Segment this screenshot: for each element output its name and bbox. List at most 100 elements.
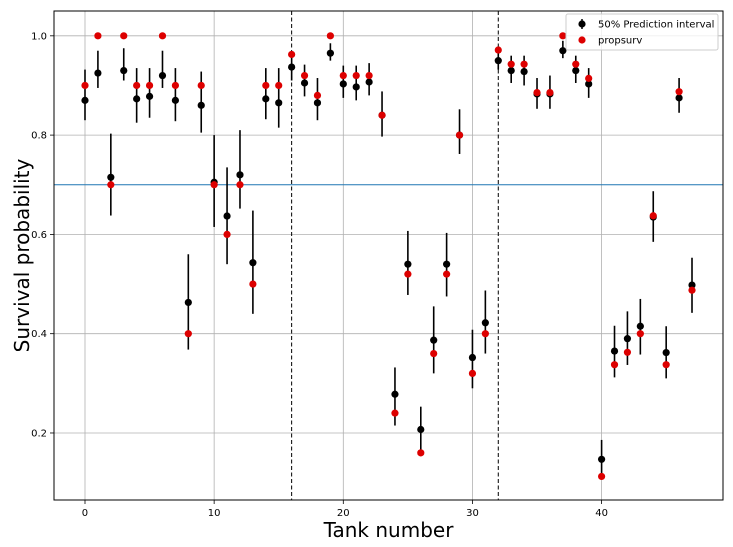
legend-box — [565, 13, 719, 51]
propsurv-point — [120, 32, 128, 40]
prediction-estimate-point — [675, 94, 683, 102]
prediction-estimate-point — [365, 78, 373, 86]
prediction-estimate-point — [391, 390, 399, 398]
propsurv-point — [145, 81, 154, 90]
prediction-estimate-point — [184, 298, 192, 307]
propsurv-point — [223, 230, 231, 239]
propsurv-point — [300, 71, 309, 80]
propsurv-point — [430, 349, 438, 358]
prediction-estimate-point — [610, 347, 619, 355]
prediction-estimate-point — [275, 99, 283, 107]
prediction-estimate-point — [171, 96, 180, 104]
x-tick-label: 0 — [82, 508, 88, 519]
prediction-estimate-point — [300, 79, 309, 87]
reference-lines — [54, 11, 723, 500]
prediction-estimate-point — [507, 66, 515, 75]
prediction-estimate-point — [404, 260, 412, 268]
propsurv-point — [133, 81, 141, 90]
propsurv-point — [597, 472, 606, 481]
propsurv-point — [585, 74, 593, 82]
prediction-estimate-point — [236, 171, 244, 179]
x-axis-ticks: 0 10 20 30 40 — [82, 500, 608, 519]
prediction-estimate-point — [468, 353, 477, 362]
prediction-estimate-point — [262, 95, 270, 103]
propsurv-point — [494, 46, 502, 54]
propsurv-point — [520, 60, 528, 68]
propsurv-point — [455, 131, 464, 139]
propsurv-point — [443, 270, 451, 278]
prediction-estimate-point — [623, 335, 632, 343]
propsurv-point — [546, 88, 554, 97]
y-tick-label: 0.4 — [31, 329, 47, 340]
prediction-estimate-point — [662, 348, 670, 357]
legend-errorbar-marker — [578, 20, 586, 28]
propsurv-point — [662, 361, 670, 369]
propsurv-point — [197, 81, 205, 90]
prediction-estimate-point — [339, 80, 347, 88]
prediction-estimate-point — [352, 83, 360, 91]
prediction-estimate-point — [107, 173, 115, 181]
propsurv-point — [623, 348, 632, 356]
prediction-estimate-point — [133, 95, 141, 103]
prediction-estimate-point — [636, 322, 644, 330]
propsurv-point — [533, 88, 541, 97]
prediction-estimate-point — [443, 260, 451, 268]
propsurv-point — [171, 81, 180, 90]
propsurv-point — [262, 81, 270, 90]
x-axis-label: Tank number — [323, 518, 455, 542]
propsurv-point — [688, 286, 696, 294]
propsurv-point — [404, 270, 412, 278]
y-axis-label: Survival probability — [10, 158, 34, 352]
propsurv-point — [675, 88, 683, 96]
prediction-estimate-point — [430, 336, 438, 344]
prediction-estimate-point — [197, 101, 205, 109]
propsurv-point — [236, 181, 244, 189]
prediction-estimate-point — [145, 92, 154, 100]
propsurv-point — [636, 330, 644, 338]
prediction-estimate-point — [120, 66, 128, 75]
prediction-estimate-point — [688, 281, 696, 289]
prediction-estimate-point — [481, 319, 489, 327]
propsurv-point — [107, 181, 115, 189]
prediction-estimate-point — [288, 63, 296, 71]
prediction-estimate-point — [585, 80, 593, 88]
propsurv-point — [275, 81, 283, 90]
propsurv-point — [391, 409, 399, 417]
legend-entry-prediction-interval: 50% Prediction interval — [598, 20, 714, 31]
propsurv-point — [288, 50, 296, 59]
prediction-estimate-point — [494, 57, 502, 65]
x-tick-label: 40 — [595, 508, 608, 519]
propsurv-point — [378, 111, 386, 119]
propsurv-point — [572, 60, 580, 68]
propsurv-point — [649, 212, 657, 220]
propsurv-point — [210, 181, 218, 189]
plot-frame — [53, 10, 724, 501]
propsurv-point — [481, 330, 489, 338]
propsurv-point — [610, 361, 619, 369]
prediction-estimate-point — [520, 67, 528, 76]
prediction-estimate-point — [597, 455, 606, 463]
propsurv-point — [417, 449, 425, 457]
x-tick-label: 20 — [337, 508, 350, 519]
propsurv-point — [352, 71, 360, 80]
propsurv-point — [158, 32, 167, 40]
y-tick-label: 0.8 — [31, 131, 47, 142]
x-tick-label: 30 — [466, 508, 479, 519]
y-tick-label: 0.6 — [31, 230, 47, 241]
propsurv-point — [468, 369, 477, 378]
prediction-estimate-point — [81, 96, 89, 104]
propsurv-point — [507, 60, 515, 68]
propsurv-point — [326, 32, 334, 40]
prediction-estimate-point — [223, 212, 231, 220]
legend-propsurv-marker — [578, 36, 586, 44]
propsurv-point — [249, 280, 257, 288]
y-tick-label: 0.2 — [31, 428, 47, 439]
prediction-estimate-point — [158, 71, 167, 80]
prediction-estimate-point — [572, 66, 580, 75]
propsurv-point — [339, 71, 347, 80]
prediction-estimate-point — [249, 259, 257, 267]
prediction-estimate-point — [313, 99, 322, 107]
propsurv-point — [365, 71, 373, 80]
